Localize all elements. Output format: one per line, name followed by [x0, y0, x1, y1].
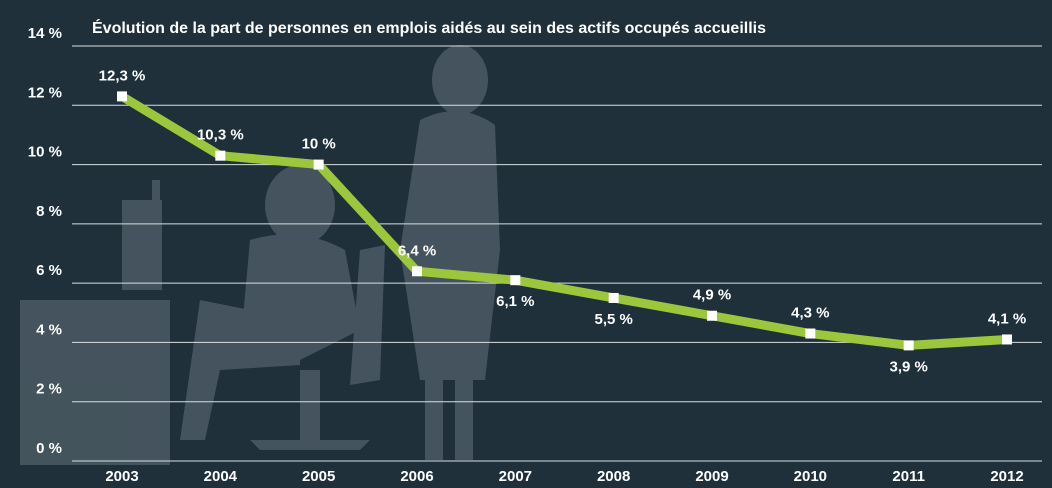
data-label: 5,5 %	[594, 311, 632, 328]
data-label: 10 %	[302, 136, 336, 153]
x-tick-label: 2005	[302, 468, 335, 485]
y-tick-label: 4 %	[36, 321, 62, 338]
marker	[707, 311, 717, 321]
x-tick-label: 2012	[990, 468, 1023, 485]
y-tick-label: 0 %	[36, 440, 62, 457]
data-label: 12,3 %	[99, 67, 146, 84]
data-label: 4,9 %	[693, 287, 731, 304]
marker	[904, 340, 914, 350]
data-label: 4,3 %	[791, 305, 829, 322]
x-tick-label: 2010	[794, 468, 827, 485]
y-tick-label: 10 %	[28, 144, 62, 161]
x-tick-label: 2009	[695, 468, 728, 485]
marker	[314, 160, 324, 170]
marker	[805, 329, 815, 339]
chart: Évolution de la part de personnes en emp…	[0, 0, 1052, 488]
x-tick-label: 2003	[105, 468, 138, 485]
marker	[412, 266, 422, 276]
data-label: 6,4 %	[398, 242, 436, 259]
x-tick-label: 2008	[597, 468, 630, 485]
page: Évolution de la part de personnes en emp…	[0, 0, 1052, 488]
data-label: 10,3 %	[197, 127, 244, 144]
marker	[215, 151, 225, 161]
marker	[117, 91, 127, 101]
data-label: 6,1 %	[496, 293, 534, 310]
x-tick-label: 2004	[204, 468, 238, 485]
chart-title: Évolution de la part de personnes en emp…	[92, 18, 766, 37]
data-label: 3,9 %	[889, 358, 927, 375]
y-tick-label: 14 %	[28, 25, 62, 42]
marker	[609, 293, 619, 303]
data-label: 4,1 %	[988, 310, 1026, 327]
marker	[510, 275, 520, 285]
x-tick-label: 2011	[892, 468, 925, 485]
y-tick-label: 12 %	[28, 84, 62, 101]
y-tick-label: 6 %	[36, 262, 62, 279]
x-tick-label: 2007	[499, 468, 532, 485]
x-tick-label: 2006	[400, 468, 433, 485]
marker	[1002, 334, 1012, 344]
y-tick-label: 2 %	[36, 381, 62, 398]
y-tick-label: 8 %	[36, 203, 62, 220]
